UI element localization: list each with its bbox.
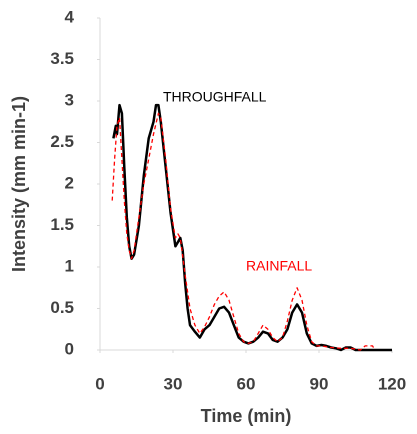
x-tick-label: 60 <box>237 374 256 393</box>
series-label: THROUGHFALL <box>163 89 267 105</box>
series-label: RAINFALL <box>246 258 312 274</box>
y-tick-label: 2.5 <box>50 132 74 151</box>
y-tick-label: 2 <box>65 173 74 192</box>
x-axis-title: Time (min) <box>201 406 292 426</box>
y-tick-label: 0.5 <box>50 298 74 317</box>
y-tick-label: 3.5 <box>50 49 74 68</box>
y-tick-label: 1 <box>65 256 74 275</box>
series-line <box>111 112 376 351</box>
y-tick-label: 1.5 <box>50 215 74 234</box>
x-tick-label: 90 <box>310 374 329 393</box>
y-axis-title: Intensity (mm min-1) <box>9 96 29 272</box>
y-tick-label: 0 <box>65 339 74 358</box>
y-tick-label: 4 <box>65 7 75 26</box>
x-tick-label: 30 <box>164 374 183 393</box>
y-tick-label: 3 <box>65 90 74 109</box>
series-line <box>112 103 392 352</box>
x-tick-label: 0 <box>95 374 104 393</box>
x-tick-label: 120 <box>378 374 406 393</box>
